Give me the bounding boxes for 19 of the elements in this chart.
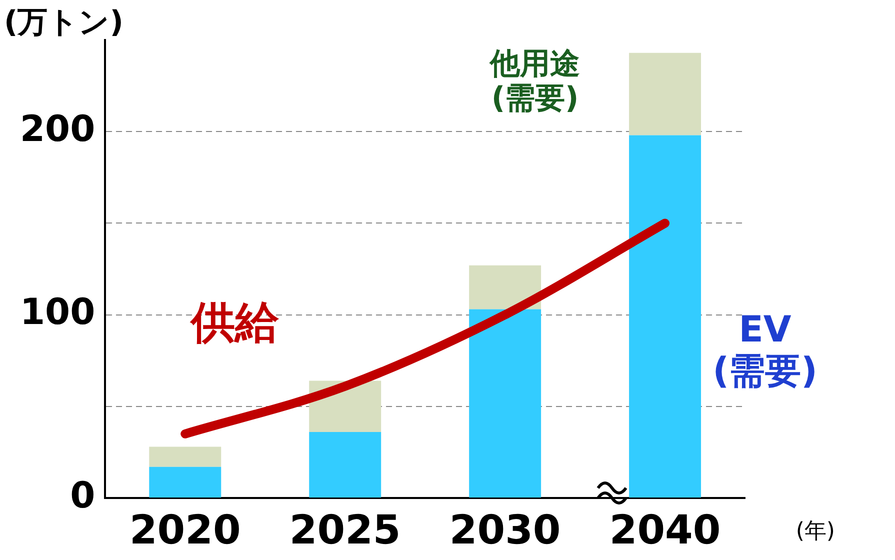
x-tick-label: 2020 (129, 507, 241, 554)
y-tick-label: 0 (70, 475, 96, 516)
x-tick-label: 2040 (609, 507, 721, 554)
bar (309, 432, 382, 498)
bar (149, 466, 222, 498)
series-label: 供給 (189, 298, 280, 349)
series-label: EV (需要) (712, 310, 818, 392)
bar (629, 52, 702, 136)
bar (149, 446, 222, 467)
y-tick-label: 200 (20, 108, 96, 150)
bar (469, 309, 542, 498)
y-axis-title: (万トン) (4, 4, 124, 42)
bar (469, 265, 542, 310)
series-label: 他用途 (需要) (489, 46, 580, 116)
bar (629, 135, 702, 498)
y-tick-label: 100 (20, 292, 96, 334)
x-tick-label: 2030 (449, 507, 561, 554)
x-axis-title: (年) (796, 518, 835, 546)
x-tick-label: 2025 (289, 507, 401, 554)
